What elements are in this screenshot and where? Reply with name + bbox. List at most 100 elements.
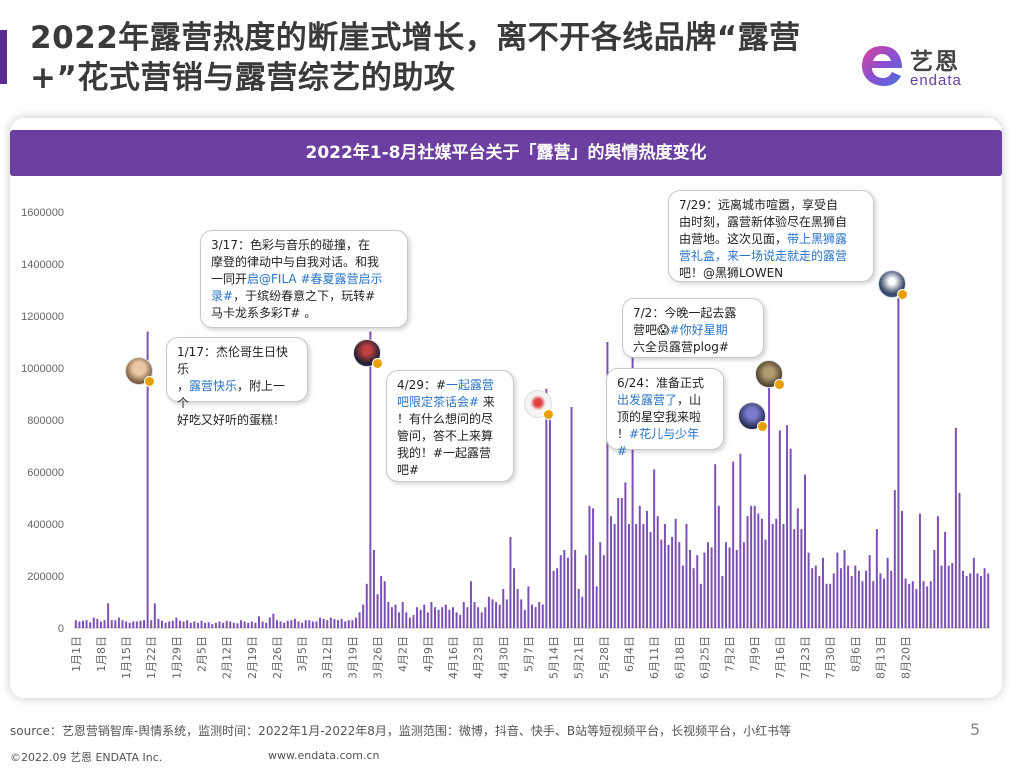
bar xyxy=(548,399,551,628)
bar xyxy=(164,622,167,628)
bar xyxy=(818,576,821,628)
bar xyxy=(340,618,343,628)
endata-logo: 艺恩 endata xyxy=(858,42,998,92)
x-tick-label: 4月30日 xyxy=(497,636,510,679)
x-tick-label: 7月23日 xyxy=(799,636,812,679)
bar xyxy=(875,529,878,628)
bar xyxy=(448,609,451,628)
bar xyxy=(667,544,670,628)
bar xyxy=(678,542,681,628)
bar xyxy=(365,583,368,628)
bar xyxy=(186,620,189,628)
bar xyxy=(484,607,487,628)
x-tick-label: 2月5日 xyxy=(196,636,209,672)
bar xyxy=(958,492,961,628)
bar xyxy=(326,620,329,628)
bar xyxy=(570,407,573,628)
bar xyxy=(419,609,422,628)
bar xyxy=(829,583,832,628)
bar xyxy=(879,573,882,628)
footer-url: www.endata.com.cn xyxy=(268,749,380,762)
bar xyxy=(635,524,638,628)
bar xyxy=(893,490,896,628)
bar xyxy=(933,550,936,628)
bar xyxy=(89,622,92,628)
bar xyxy=(308,620,311,628)
bar xyxy=(189,622,192,628)
page-title: 2022年露营热度的断崖式增长，离不开各线品牌“露营+”花式营销与露营综艺的助攻 xyxy=(30,20,801,96)
logo-mark-icon xyxy=(862,46,902,86)
bar xyxy=(505,599,508,628)
bar xyxy=(807,552,810,628)
bar xyxy=(954,427,957,628)
logo-text-en: endata xyxy=(910,72,962,89)
y-tick-label: 600000 xyxy=(27,467,64,479)
x-tick-label: 7月30日 xyxy=(824,636,837,679)
bar xyxy=(125,621,128,628)
annotation-0317-line5: 马卡龙系多彩T# 。 xyxy=(211,306,317,320)
bar xyxy=(556,568,559,628)
x-tick-label: 5月14日 xyxy=(548,636,561,679)
bar xyxy=(171,620,174,628)
bar xyxy=(821,557,824,628)
avatar-0729 xyxy=(878,270,908,300)
bar xyxy=(527,586,530,628)
bar xyxy=(839,568,842,628)
bar xyxy=(771,524,774,628)
bar xyxy=(232,622,235,628)
annotation-bubble-0117: 1/17：杰伦哥生日快乐 ，露营快乐，附上一个 好吃又好听的蛋糕！ xyxy=(166,337,308,427)
bar xyxy=(513,568,516,628)
x-tick-label: 3月19日 xyxy=(346,636,359,679)
bar xyxy=(258,616,260,628)
bar xyxy=(96,618,99,628)
bar xyxy=(857,570,860,628)
bar xyxy=(225,620,228,628)
annotation-0729-line1: 7/29：远离城市喧嚣，享受自 xyxy=(679,198,838,212)
bar xyxy=(707,542,710,628)
x-tick-label: 5月28日 xyxy=(598,636,611,679)
bar xyxy=(293,618,296,628)
bar xyxy=(786,425,789,628)
bar xyxy=(74,620,77,628)
annotation-0429-line3: ！有什么想问的尽 xyxy=(397,412,494,426)
bar xyxy=(574,550,577,628)
bar xyxy=(789,448,792,628)
bar xyxy=(757,513,760,628)
bar xyxy=(660,539,663,628)
bar xyxy=(976,573,979,628)
bar xyxy=(847,565,850,628)
bar xyxy=(595,586,598,628)
bar xyxy=(146,331,149,628)
y-tick-label: 1000000 xyxy=(21,363,64,375)
bar xyxy=(322,618,325,628)
x-tick-label: 4月2日 xyxy=(397,636,410,672)
x-tick-label: 3月5日 xyxy=(296,636,309,672)
bar xyxy=(918,513,921,628)
bar xyxy=(502,589,505,628)
bar xyxy=(951,563,954,628)
annotation-0702-line1: 7/2：今晚一起去露 xyxy=(633,306,737,320)
x-tick-label: 1月1日 xyxy=(70,636,83,672)
bar xyxy=(423,604,426,628)
bar xyxy=(297,621,300,628)
bar xyxy=(728,547,731,628)
bar xyxy=(836,552,839,628)
x-tick-label: 3月12日 xyxy=(321,636,334,679)
bar xyxy=(383,581,386,628)
bar xyxy=(804,474,806,628)
bar xyxy=(581,596,584,628)
bar xyxy=(157,618,160,628)
bar xyxy=(962,570,965,628)
bar xyxy=(150,620,153,628)
verified-badge-icon xyxy=(774,379,785,390)
bar xyxy=(290,620,293,628)
x-tick-label: 6月4日 xyxy=(623,636,636,672)
bar xyxy=(584,555,587,628)
footer-source: source：艺恩营销智库-舆情系统，监测时间：2022年1月-2022年8月，… xyxy=(10,724,792,738)
verified-badge-icon xyxy=(757,421,768,432)
bar xyxy=(372,550,375,628)
bar xyxy=(451,607,454,628)
bar xyxy=(610,516,613,628)
bar xyxy=(135,621,138,628)
bar xyxy=(936,516,939,628)
